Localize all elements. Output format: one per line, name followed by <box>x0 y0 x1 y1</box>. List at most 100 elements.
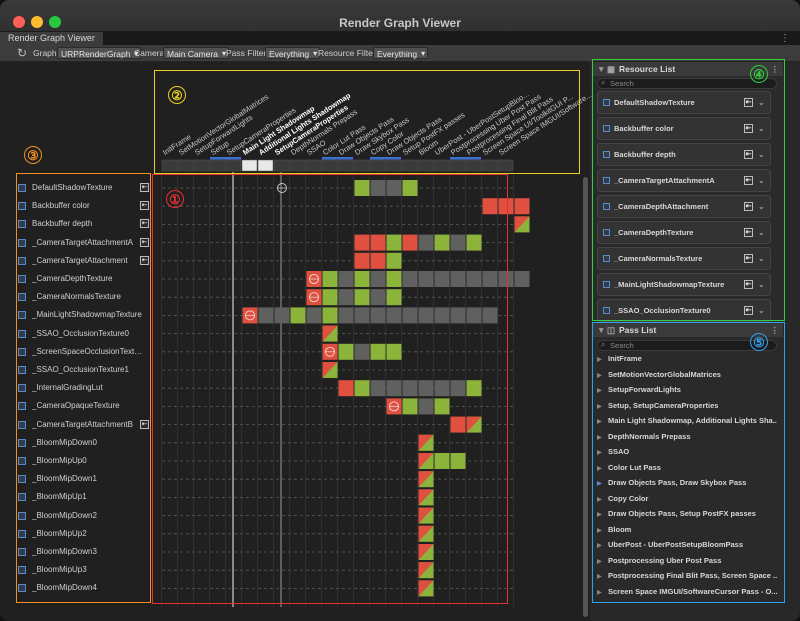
refresh-icon[interactable]: ↻ <box>17 46 28 60</box>
minimize-window-button[interactable] <box>31 16 43 28</box>
pass-list-item[interactable]: ▶ Bloom <box>597 523 777 536</box>
pass-list-item[interactable]: ▶ Screen Space IMGUI/SoftwareCursor Pass … <box>597 585 777 598</box>
resource-row[interactable]: _ScreenSpaceOcclusionTextu... <box>18 343 153 361</box>
expand-arrow-icon[interactable]: ▶ <box>597 357 602 363</box>
collapse-arrow-icon[interactable]: ▼ <box>597 325 606 335</box>
resource-row[interactable]: DefaultShadowTexture ⇤ <box>18 179 153 197</box>
expand-arrow-icon[interactable]: ▶ <box>597 419 602 425</box>
resource-row[interactable]: Backbuffer color ⇤ <box>18 197 153 215</box>
pass-list-item[interactable]: ▶ Copy Color <box>597 492 777 505</box>
more-vertical-icon[interactable]: ⋮ <box>780 33 790 44</box>
resource-list-item[interactable]: _SSAO_OcclusionTexture0 ⇤ ⌄ <box>597 299 771 322</box>
expand-arrow-icon[interactable]: ▶ <box>597 403 602 410</box>
resource-list-item[interactable]: _CameraTargetAttachmentA ⇤ ⌄ <box>597 169 771 192</box>
resource-list-item[interactable]: Backbuffer depth ⇤ ⌄ <box>597 143 771 166</box>
resource-list-item[interactable]: DefaultShadowTexture ⇤ ⌄ <box>597 91 771 114</box>
resource-usage-cell <box>370 271 386 287</box>
chevron-down-icon[interactable]: ⌄ <box>758 306 765 315</box>
resource-row[interactable]: _MainLightShadowmapTexture <box>18 306 153 324</box>
resource-list-item[interactable]: Backbuffer color ⇤ ⌄ <box>597 117 771 140</box>
chevron-down-icon[interactable]: ⌄ <box>758 202 765 211</box>
resource-search-input[interactable]: Search <box>597 78 777 89</box>
resource-row[interactable]: _CameraDepthTexture <box>18 270 153 288</box>
graph-vertical-scrollbar[interactable] <box>583 177 588 617</box>
expand-arrow-icon[interactable]: ▶ <box>597 589 602 596</box>
close-window-button[interactable] <box>13 16 25 28</box>
expand-arrow-icon[interactable]: ▶ <box>597 465 602 472</box>
pass-list-item[interactable]: ▶ UberPost - UberPostSetupBloomPass <box>597 538 777 551</box>
expand-arrow-icon[interactable]: ▶ <box>597 574 602 580</box>
resource-row[interactable]: _CameraTargetAttachmentA ⇤ <box>18 234 153 252</box>
tab-render-graph-viewer[interactable]: Render Graph Viewer <box>0 32 103 45</box>
resource-usage-cell <box>370 380 386 397</box>
pass-list-item[interactable]: ▶ Draw Objects Pass, Setup PostFX passes <box>597 507 777 520</box>
pass-list-item[interactable]: ▶ Postprocessing Final Blit Pass, Screen … <box>597 569 777 582</box>
pass-list-item[interactable]: ▶ SetupForwardLights <box>597 383 777 396</box>
resource-usage-cell <box>498 271 514 287</box>
pass-list-item[interactable]: ▶ DepthNormals Prepass <box>597 430 777 443</box>
expand-arrow-icon[interactable]: ▶ <box>597 558 602 565</box>
resource-row[interactable]: _BloomMipDown3 <box>18 543 153 561</box>
pass-merge-indicator <box>450 157 481 160</box>
chevron-down-icon[interactable]: ⌄ <box>758 254 765 263</box>
expand-arrow-icon[interactable]: ▶ <box>597 512 602 518</box>
resource-row[interactable]: _BloomMipDown0 <box>18 434 153 452</box>
expand-arrow-icon[interactable]: ▶ <box>597 481 602 487</box>
pass-list-item[interactable]: ▶ Postprocessing Uber Post Pass <box>597 554 777 567</box>
pass-header-cell <box>305 159 322 172</box>
chevron-down-icon[interactable]: ⌄ <box>758 228 765 237</box>
resource-list-item[interactable]: _CameraDepthAttachment ⇤ ⌄ <box>597 195 771 218</box>
resource-list-item[interactable]: _MainLightShadowmapTexture ⇤ ⌄ <box>597 273 771 296</box>
pass-list-item[interactable]: ▶ Draw Objects Pass, Draw Skybox Pass <box>597 476 777 489</box>
more-vertical-icon[interactable]: ⋮ <box>770 325 780 335</box>
resource-list-item[interactable]: _CameraNormalsTexture ⇤ ⌄ <box>597 247 771 270</box>
resource-row[interactable]: _CameraNormalsTexture <box>18 288 153 306</box>
resource-list-item[interactable]: _CameraDepthTexture ⇤ ⌄ <box>597 221 771 244</box>
graph-dropdown[interactable]: URPRenderGraph <box>57 47 142 60</box>
resource-row[interactable]: _CameraOpaqueTexture <box>18 397 153 415</box>
resource-row[interactable]: _InternalGradingLut <box>18 379 153 397</box>
pass-filter-dropdown[interactable]: Everything <box>265 47 321 60</box>
chevron-down-icon[interactable]: ⌄ <box>758 150 765 159</box>
pass-list-item[interactable]: ▶ Setup, SetupCameraProperties <box>597 399 777 412</box>
pass-list-item[interactable]: ▶ Color Lut Pass <box>597 461 777 474</box>
resource-row[interactable]: _CameraTargetAttachmentB ⇤ <box>18 416 153 434</box>
collapse-arrow-icon[interactable]: ▼ <box>597 64 606 74</box>
chevron-down-icon[interactable]: ⌄ <box>758 176 765 185</box>
resource-row[interactable]: _BloomMipUp3 <box>18 561 153 579</box>
pass-search-input[interactable]: Search <box>597 340 777 351</box>
pass-list-item[interactable]: ▶ Main Light Shadowmap, Additional Lights… <box>597 414 777 427</box>
expand-arrow-icon[interactable]: ▶ <box>597 434 602 441</box>
resource-row[interactable]: _SSAO_OcclusionTexture0 <box>18 325 153 343</box>
pass-list-item-label: SetupForwardLights <box>608 385 681 394</box>
texture-icon <box>18 457 26 465</box>
resource-filter-dropdown[interactable]: Everything <box>373 47 429 60</box>
resource-usage-cell <box>418 380 434 397</box>
pass-list-item[interactable]: ▶ SetMotionVectorGlobalMatrices <box>597 368 777 381</box>
expand-arrow-icon[interactable]: ▶ <box>597 543 602 549</box>
chevron-down-icon[interactable]: ⌄ <box>758 280 765 289</box>
expand-arrow-icon[interactable]: ▶ <box>597 450 602 456</box>
chevron-down-icon[interactable]: ⌄ <box>758 124 765 133</box>
resource-row[interactable]: Backbuffer depth ⇤ <box>18 215 153 233</box>
resource-row[interactable]: _BloomMipUp0 <box>18 452 153 470</box>
pass-header-cell <box>241 159 258 172</box>
chevron-down-icon[interactable]: ⌄ <box>758 98 765 107</box>
expand-arrow-icon[interactable]: ▶ <box>597 496 602 503</box>
more-vertical-icon[interactable]: ⋮ <box>770 64 780 74</box>
pass-list-item[interactable]: ▶ InitFrame <box>597 352 777 365</box>
expand-arrow-icon[interactable]: ▶ <box>597 372 602 379</box>
import-icon: ⇤ <box>140 201 149 211</box>
resource-row[interactable]: _BloomMipUp2 <box>18 525 153 543</box>
resource-row[interactable]: _BloomMipDown2 <box>18 507 153 525</box>
resource-row[interactable]: _SSAO_OcclusionTexture1 <box>18 361 153 379</box>
expand-arrow-icon[interactable]: ▶ <box>597 527 602 534</box>
camera-dropdown[interactable]: Main Camera <box>163 47 230 60</box>
pass-list-item[interactable]: ▶ SSAO <box>597 445 777 458</box>
resource-row[interactable]: _BloomMipDown4 <box>18 579 153 597</box>
expand-arrow-icon[interactable]: ▶ <box>597 388 602 394</box>
resource-row[interactable]: _BloomMipUp1 <box>18 488 153 506</box>
resource-row[interactable]: _BloomMipDown1 <box>18 470 153 488</box>
maximize-window-button[interactable] <box>49 16 61 28</box>
resource-row[interactable]: _CameraTargetAttachment ⇤ <box>18 252 153 270</box>
